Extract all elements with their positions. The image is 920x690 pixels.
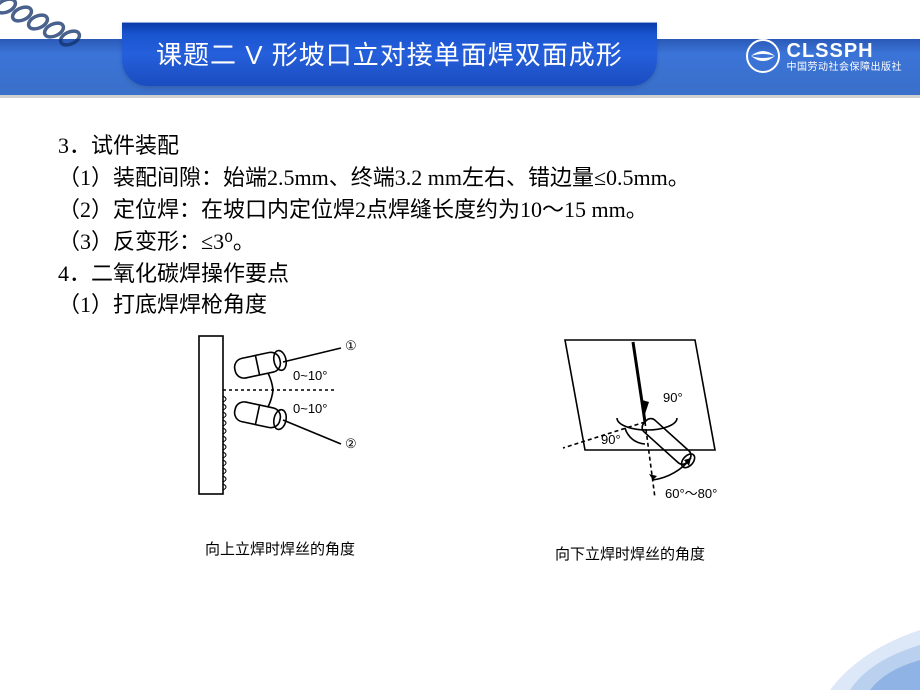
svg-text:90°: 90° (663, 390, 683, 405)
content-line: （2）定位焊：在坡口内定位焊2点焊缝长度约为10～15 mm。 (58, 194, 880, 226)
svg-text:②: ② (345, 436, 357, 451)
chain-decoration-icon (0, 0, 120, 50)
content-line: （1）装配间隙：始端2.5mm、终端3.2 mm左右、错边量≤0.5mm。 (58, 162, 880, 194)
content-line: （1）打底焊焊枪角度 (58, 289, 880, 321)
figure-left: 0~10° 0~10° ① ② 向上立焊时焊丝的角度 (165, 330, 395, 564)
figure-right-caption: 向下立焊时焊丝的角度 (505, 543, 755, 564)
corner-decoration-icon (770, 590, 920, 690)
brand-name-en: CLSSPH (787, 40, 903, 62)
content-line: （3）反变形：≤3⁰。 (58, 226, 880, 258)
figures-row: 0~10° 0~10° ① ② 向上立焊时焊丝的角度 (0, 330, 920, 564)
svg-text:60°～80°: 60°～80° (665, 486, 717, 501)
brand-name-cn: 中国劳动社会保障出版社 (787, 62, 903, 73)
svg-text:90°: 90° (601, 432, 621, 447)
brand-logo-icon (745, 38, 781, 74)
page-title: 课题二 V 形坡口立对接单面焊双面成形 (156, 40, 623, 70)
figure-right: 90° 90° 60°～80° 向下立焊时焊丝的角度 (505, 330, 755, 564)
svg-text:0~10°: 0~10° (293, 401, 327, 416)
page-title-pill: 课题二 V 形坡口立对接单面焊双面成形 (122, 22, 657, 86)
content-line: 3．试件装配 (58, 130, 880, 162)
svg-text:①: ① (345, 338, 357, 353)
body-content: 3．试件装配 （1）装配间隙：始端2.5mm、终端3.2 mm左右、错边量≤0.… (58, 130, 880, 321)
figure-left-caption: 向上立焊时焊丝的角度 (165, 538, 395, 559)
svg-text:0~10°: 0~10° (293, 368, 327, 383)
diagram-upward-weld: 0~10° 0~10° ① ② (165, 330, 395, 500)
brand-block: CLSSPH 中国劳动社会保障出版社 (745, 38, 903, 74)
content-line: 4．二氧化碳焊操作要点 (58, 258, 880, 290)
diagram-downward-weld: 90° 90° 60°～80° (505, 330, 755, 505)
